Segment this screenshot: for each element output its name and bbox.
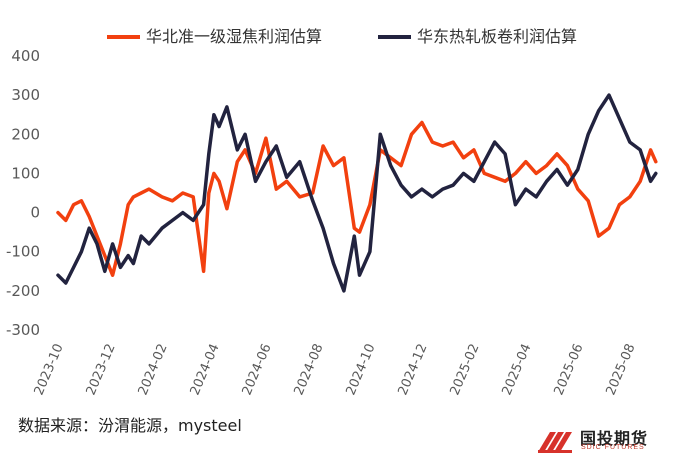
x-axis: 2023-10 2023-12 2024-02 2024-04 2024-06 2024-… bbox=[32, 342, 639, 398]
x-tick-label: 2024-06 bbox=[240, 342, 275, 398]
series-line-1 bbox=[56, 120, 658, 277]
y-tick-label: -300 bbox=[6, 321, 40, 339]
y-tick-label: 200 bbox=[11, 125, 40, 143]
series-line-2 bbox=[56, 93, 658, 293]
legend: 华北准一级湿焦利润估算 华东热轧板卷利润估算 bbox=[107, 27, 577, 46]
logo-mark-icon bbox=[538, 432, 572, 453]
y-axis: 400 300 200 100 0 -100 -200 -300 bbox=[6, 47, 40, 339]
logo-subtext: SDIC FUTURES bbox=[581, 444, 645, 451]
x-tick-label: 2024-10 bbox=[344, 342, 379, 398]
y-tick-label: -100 bbox=[6, 243, 40, 261]
x-tick-label: 2025-08 bbox=[603, 342, 638, 398]
sdic-futures-logo: 国投期货 SDIC FUTURES bbox=[536, 424, 685, 454]
x-tick-label: 2025-04 bbox=[499, 342, 534, 398]
x-tick-label: 2023-10 bbox=[32, 342, 67, 398]
y-tick-label: -200 bbox=[6, 282, 40, 300]
x-tick-label: 2025-06 bbox=[551, 342, 586, 398]
x-tick-label: 2024-04 bbox=[188, 342, 223, 398]
x-tick-label: 2025-02 bbox=[448, 342, 483, 398]
logo-text: 国投期货 bbox=[580, 429, 649, 448]
data-source-note: 数据来源：汾渭能源，mysteel bbox=[18, 416, 242, 435]
x-tick-label: 2023-12 bbox=[84, 342, 119, 398]
x-tick-label: 2024-02 bbox=[136, 342, 171, 398]
y-tick-label: 300 bbox=[11, 86, 40, 104]
x-tick-label: 2024-08 bbox=[292, 342, 327, 398]
legend-label-series2: 华东热轧板卷利润估算 bbox=[417, 27, 577, 46]
legend-label-series1: 华北准一级湿焦利润估算 bbox=[146, 27, 322, 46]
y-tick-label: 0 bbox=[30, 204, 40, 222]
line-chart: 华北准一级湿焦利润估算 华东热轧板卷利润估算 400 300 200 100 0 -100… bbox=[6, 27, 658, 398]
x-tick-label: 2024-12 bbox=[396, 342, 431, 398]
plot-area bbox=[56, 93, 658, 293]
y-tick-label: 400 bbox=[11, 47, 40, 65]
y-tick-label: 100 bbox=[11, 164, 40, 182]
